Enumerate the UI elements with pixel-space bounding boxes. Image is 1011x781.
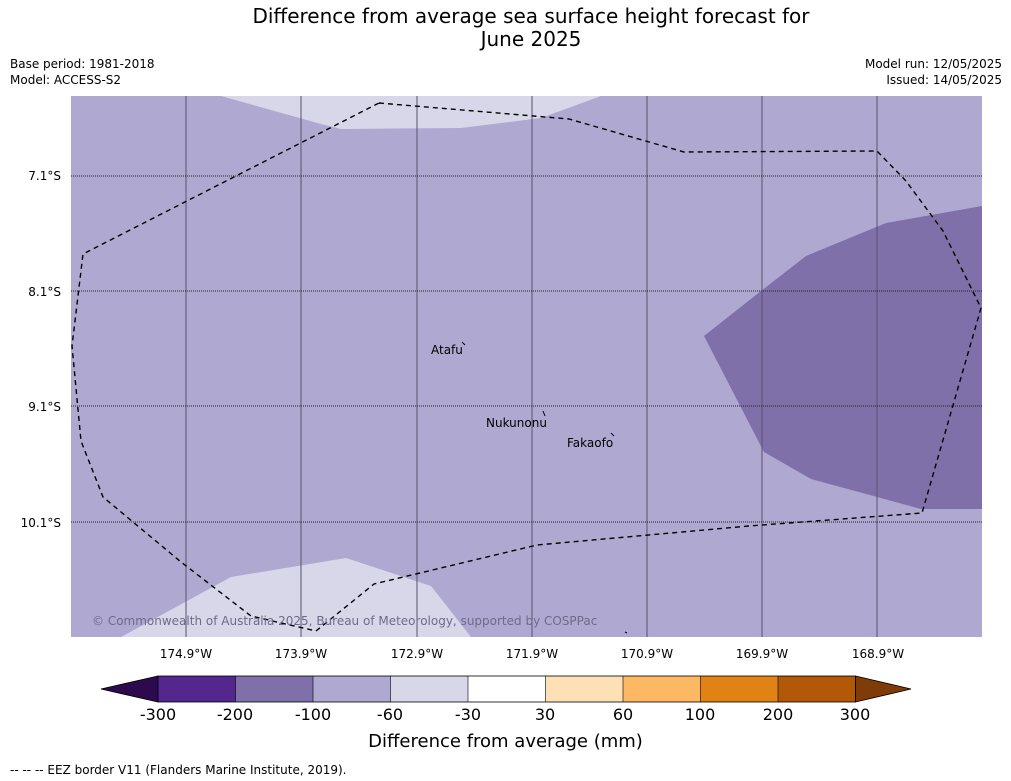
lat-label: 7.1°S <box>28 169 61 183</box>
colorbar-swatch <box>390 676 468 702</box>
region-dark-east <box>704 206 982 509</box>
colorbar-swatch <box>778 676 856 702</box>
colorbar-swatch <box>158 676 236 702</box>
atafu-island <box>461 341 466 346</box>
colorbar-tick: 300 <box>839 705 871 724</box>
model-name: Model: ACCESS-S2 <box>10 73 122 87</box>
colorbar-extend-max <box>855 675 912 703</box>
colorbar-extend-min <box>100 675 159 703</box>
colorbar-tick: -200 <box>216 705 254 724</box>
colorbar-tick: -300 <box>139 705 177 724</box>
lon-label: 169.9°W <box>735 647 789 661</box>
lon-label: 172.9°W <box>390 647 444 661</box>
colorbar-title: Difference from average (mm) <box>368 731 643 752</box>
colorbar-tick: -100 <box>294 705 332 724</box>
lon-label: 173.9°W <box>274 647 328 661</box>
place-fakaofo: Fakaofo <box>567 436 614 450</box>
title-line-2: June 2025 <box>480 27 582 51</box>
meta-left: Base period: 1981-2018 Model: ACCESS-S2 <box>10 56 155 88</box>
region-light-top <box>221 96 601 129</box>
lon-label: 171.9°W <box>505 647 559 661</box>
meta-right: Model run: 12/05/2025 Issued: 14/05/2025 <box>865 56 1002 88</box>
colorbar-tick: 30 <box>534 705 556 724</box>
colorbar-tick: 100 <box>684 705 716 724</box>
lon-label: 168.9°W <box>851 647 905 661</box>
eez-legend-footnote: -- -- -- EEZ border V11 (Flanders Marine… <box>10 763 347 777</box>
small-islet <box>624 631 628 634</box>
lon-label: 170.9°W <box>620 647 674 661</box>
colorbar-swatch <box>545 676 623 702</box>
map-canvas <box>71 96 982 637</box>
colorbar-swatch <box>235 676 313 702</box>
colorbar <box>100 675 912 703</box>
lat-label: 10.1°S <box>20 516 61 530</box>
model-run: Model run: 12/05/2025 <box>864 57 1002 71</box>
place-atafu: Atafu <box>431 343 463 357</box>
fakaofo-island <box>610 432 615 437</box>
copyright-notice: © Commonwealth of Australia 2025, Bureau… <box>92 614 598 628</box>
colorbar-swatch <box>700 676 778 702</box>
region-light-bottom <box>121 558 471 637</box>
colorbar-tick: 60 <box>612 705 634 724</box>
island-marks <box>461 341 628 634</box>
colorbar-swatch <box>468 676 546 702</box>
title-line-1: Difference from average sea surface heig… <box>252 4 810 28</box>
colorbar-tick: -30 <box>454 705 482 724</box>
map-title: Difference from average sea surface heig… <box>0 5 1011 51</box>
issued-date: Issued: 14/05/2025 <box>886 73 1002 87</box>
lat-label: 9.1°S <box>28 400 61 414</box>
colorbar-tick: -60 <box>376 705 404 724</box>
colorbar-swatch <box>313 676 391 702</box>
lon-label: 174.9°W <box>159 647 213 661</box>
colorbar-swatch <box>623 676 701 702</box>
base-period: Base period: 1981-2018 <box>10 57 155 71</box>
place-nukunonu: Nukunonu <box>486 416 547 430</box>
map-panel: Atafu Nukunonu Fakaofo © Commonwealth of… <box>71 96 982 637</box>
lat-label: 8.1°S <box>28 285 61 299</box>
nukunonu-island <box>542 410 546 417</box>
colorbar-tick: 200 <box>762 705 794 724</box>
